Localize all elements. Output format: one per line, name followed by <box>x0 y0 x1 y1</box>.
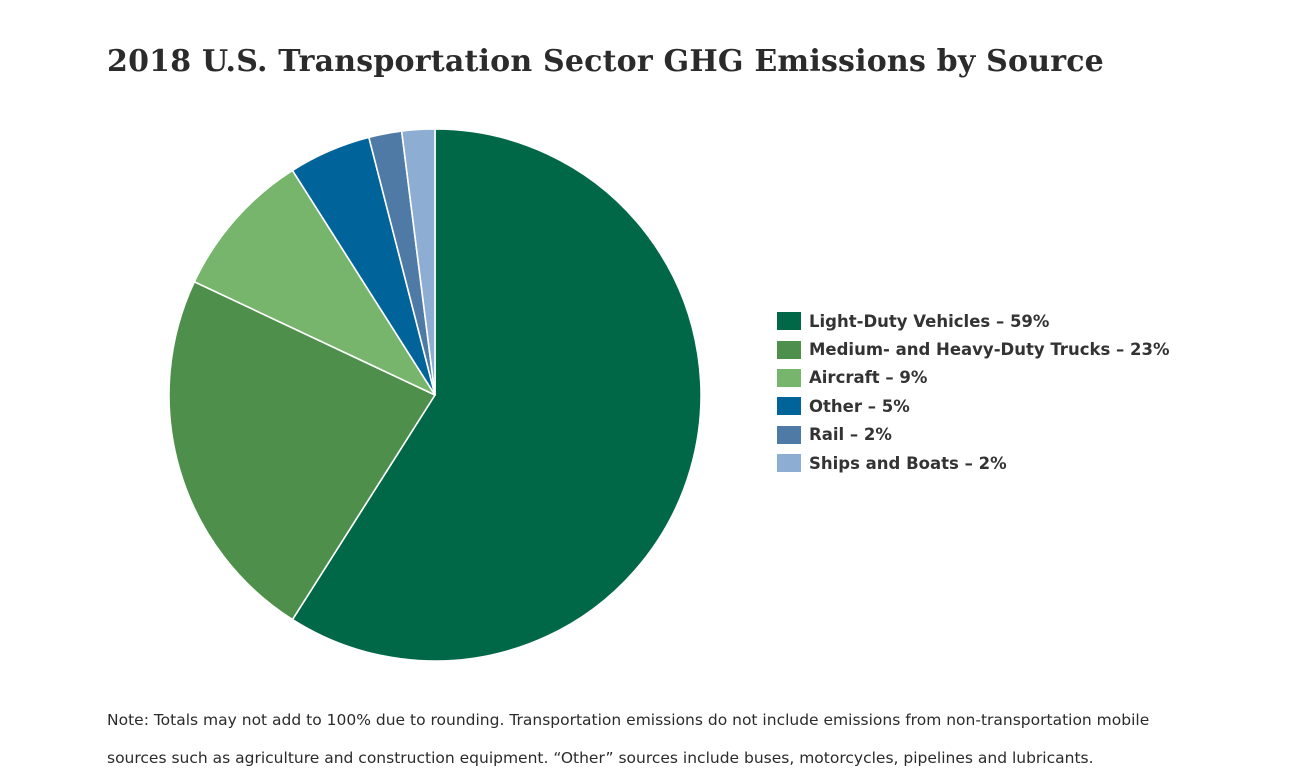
legend-label: Rail – 2% <box>809 425 892 445</box>
pie-slice-light-duty-vehicles <box>291 128 702 662</box>
legend-item: Aircraft – 9% <box>777 364 1170 392</box>
legend-label: Aircraft – 9% <box>809 368 928 388</box>
legend-swatch <box>777 397 801 416</box>
pie-slice-medium-and-heavy-duty-trucks <box>168 280 436 621</box>
legend-swatch <box>777 340 801 359</box>
chart-legend: Light-Duty Vehicles – 59% Medium- and Hea… <box>777 307 1170 477</box>
note-line-1: Note: Totals may not add to 100% due to … <box>107 711 1150 729</box>
legend-label: Ships and Boats – 2% <box>809 453 1007 473</box>
legend-swatch <box>777 312 801 331</box>
legend-swatch <box>777 454 801 473</box>
pie-slice-aircraft <box>193 169 436 396</box>
legend-item: Light-Duty Vehicles – 59% <box>777 307 1170 335</box>
legend-item: Ships and Boats – 2% <box>777 449 1170 477</box>
pie-slice-ships-and-boats <box>400 128 436 396</box>
legend-item: Other – 5% <box>777 392 1170 420</box>
note-line-2: sources such as agriculture and construc… <box>107 749 1094 767</box>
legend-label: Light-Duty Vehicles – 59% <box>809 311 1050 331</box>
legend-item: Medium- and Heavy-Duty Trucks – 23% <box>777 335 1170 363</box>
legend-label: Medium- and Heavy-Duty Trucks – 23% <box>809 340 1170 360</box>
legend-swatch <box>777 368 801 387</box>
legend-item: Rail – 2% <box>777 421 1170 449</box>
chart-note: Note: Totals may not add to 100% due to … <box>107 701 1227 777</box>
legend-swatch <box>777 425 801 444</box>
legend-label: Other – 5% <box>809 396 910 416</box>
chart-title: 2018 U.S. Transportation Sector GHG Emis… <box>107 44 1104 79</box>
